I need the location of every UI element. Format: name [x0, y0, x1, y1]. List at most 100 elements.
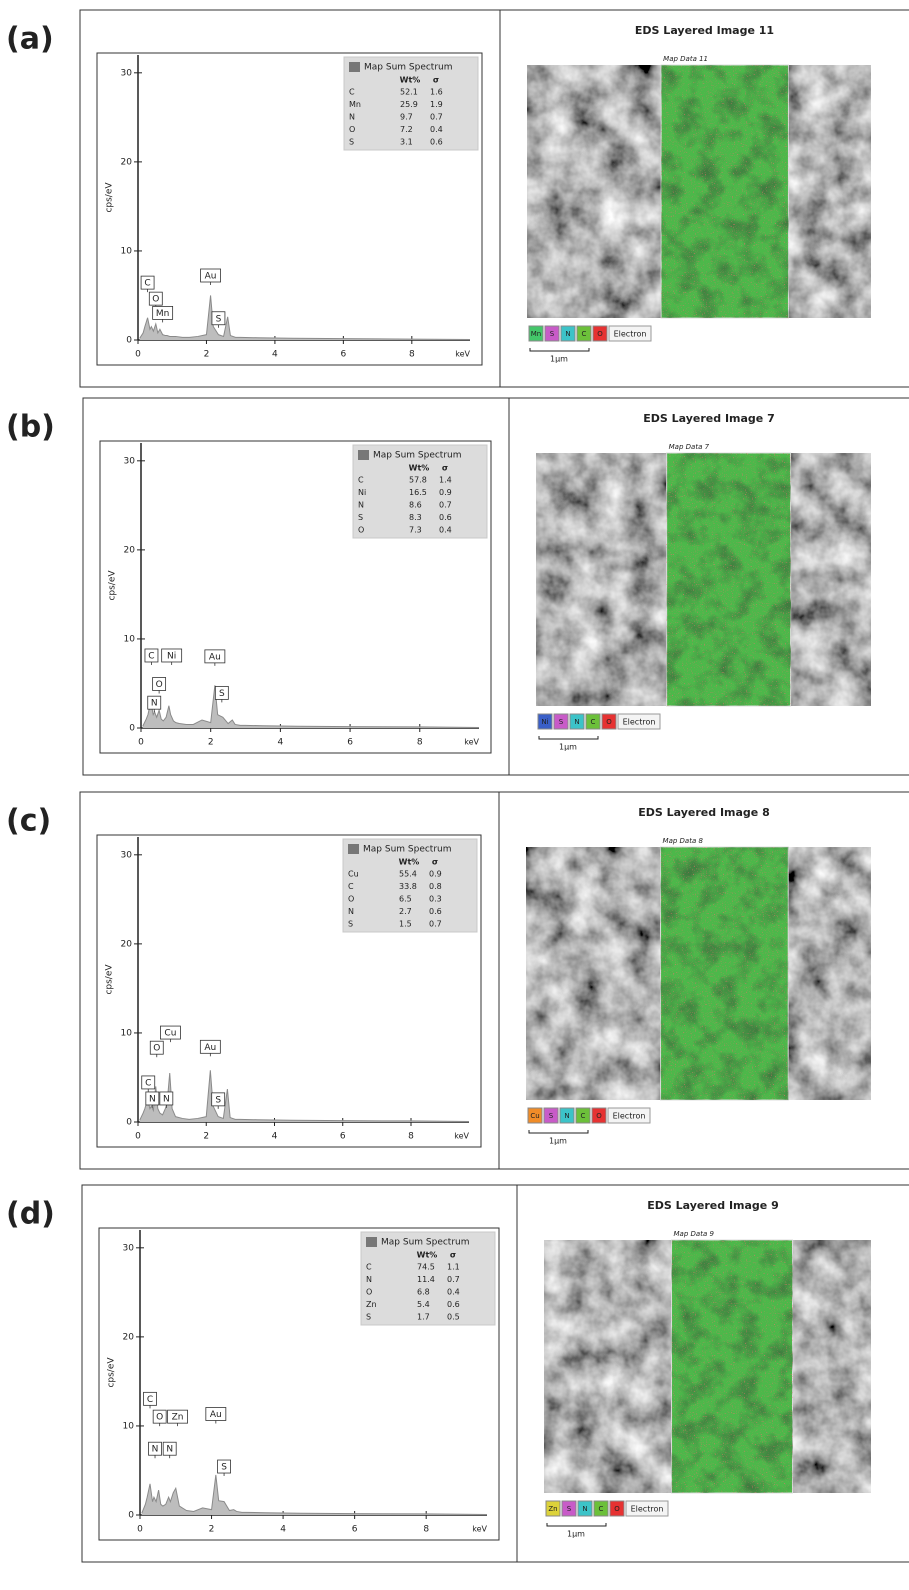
map-strip-speckle	[671, 1240, 793, 1493]
legend-wt: 55.4	[399, 870, 417, 879]
legend-wt: 7.2	[400, 125, 413, 134]
legend-sigma: 1.9	[430, 100, 443, 109]
legend-element: S	[358, 513, 363, 522]
map-strip-speckle	[661, 65, 789, 318]
legend-wt: 6.5	[399, 895, 412, 904]
legend-element: C	[366, 1263, 372, 1272]
element-chip	[543, 1107, 559, 1124]
legend-box	[342, 838, 478, 933]
electron-label: Electron	[614, 330, 647, 339]
peak-label: N	[149, 1094, 156, 1104]
peak-label: C	[147, 1395, 153, 1405]
peak-label: C	[144, 279, 150, 289]
element-chip	[553, 713, 569, 730]
element-chip-label: O	[614, 1505, 620, 1513]
image-title: EDS Layered Image 11	[635, 24, 774, 37]
legend-header: σ	[450, 1251, 456, 1260]
legend-sigma: 0.6	[439, 513, 452, 522]
legend-title: Map Sum Spectrum	[381, 1238, 470, 1248]
panel-frame	[81, 1184, 909, 1563]
peak-label: Au	[204, 1043, 216, 1053]
map-title: Map Data 7	[669, 443, 710, 451]
element-chip	[609, 1500, 625, 1517]
element-chip-label: Ni	[541, 718, 548, 726]
peak-label: O	[153, 1044, 160, 1054]
panel-label: (c)	[6, 804, 51, 839]
legend-element: Mn	[349, 100, 361, 109]
element-chip-label: Zn	[548, 1505, 557, 1513]
spectrum-fill	[139, 1070, 470, 1122]
x-tick-label: 8	[417, 738, 423, 748]
legend-title: Map Sum Spectrum	[373, 451, 462, 461]
legend-sigma: 0.9	[439, 488, 452, 497]
x-tick-label: 4	[280, 1525, 286, 1535]
x-tick-label: 6	[340, 1132, 346, 1142]
peak-label: O	[156, 680, 163, 690]
legend-sigma: 1.4	[439, 476, 452, 485]
element-chip	[601, 713, 617, 730]
legend-wt: 74.5	[417, 1263, 435, 1272]
element-chip	[585, 713, 601, 730]
peak-label: Mn	[156, 309, 169, 319]
element-chip-label: N	[564, 1112, 569, 1120]
scale-label: 1µm	[550, 355, 568, 364]
legend-wt: 9.7	[400, 113, 413, 122]
y-tick-label: 0	[126, 1118, 132, 1128]
x-tick-label: 0	[135, 1132, 141, 1142]
element-chip-label: S	[550, 330, 555, 338]
scale-label: 1µm	[549, 1137, 567, 1146]
legend-element: N	[366, 1275, 372, 1284]
legend-swatch	[349, 62, 360, 72]
legend-wt: 5.4	[417, 1300, 430, 1309]
legend-element: S	[348, 920, 353, 929]
legend-sigma: 0.3	[429, 895, 442, 904]
peak-label: Au	[209, 652, 221, 662]
element-chip-label: Cu	[530, 1112, 539, 1120]
element-chip	[577, 1500, 593, 1517]
panel-label: (b)	[6, 410, 55, 445]
element-chip-label: N	[574, 718, 579, 726]
y-axis-label: cps/eV	[105, 964, 115, 995]
y-tick-label: 0	[128, 1511, 134, 1521]
element-chip-label: O	[606, 718, 612, 726]
legend-header: Wt%	[417, 1251, 438, 1260]
scale-label: 1µm	[559, 743, 577, 752]
panel-label: (d)	[6, 1197, 55, 1232]
peak-label: N	[166, 1445, 173, 1455]
peak-label: Zn	[172, 1413, 184, 1423]
electron-chip	[625, 1500, 669, 1517]
x-tick-label: 8	[423, 1525, 429, 1535]
electron-chip	[607, 1107, 651, 1124]
legend-sigma: 0.7	[430, 113, 443, 122]
legend-header: σ	[433, 76, 439, 85]
legend-header: Wt%	[399, 858, 420, 867]
legend-wt: 11.4	[417, 1275, 435, 1284]
legend-wt: 33.8	[399, 882, 417, 891]
electron-label: Electron	[623, 718, 656, 727]
y-axis-label: cps/eV	[107, 1357, 117, 1388]
spectrum-fill	[141, 1474, 487, 1515]
peak-label: N	[152, 1445, 159, 1455]
legend-element: O	[348, 895, 354, 904]
x-tick-label: 2	[204, 350, 210, 360]
spectrum-line	[139, 295, 471, 341]
legend-element: Zn	[366, 1300, 377, 1309]
x-tick-label: 6	[347, 738, 353, 748]
spectrum-line	[141, 1474, 488, 1516]
legend-header: Wt%	[400, 76, 421, 85]
legend-element: N	[358, 501, 364, 510]
peak-label: S	[216, 314, 222, 324]
x-tick-label: 4	[272, 1132, 278, 1142]
image-title: EDS Layered Image 9	[647, 1199, 779, 1212]
legend-wt: 6.8	[417, 1288, 430, 1297]
peak-label: Au	[210, 1410, 222, 1420]
x-axis-label: keV	[472, 1525, 487, 1534]
element-chip	[528, 325, 544, 342]
x-axis-label: keV	[464, 738, 479, 747]
legend-sigma: 0.4	[439, 526, 452, 535]
spectrum-line	[142, 685, 480, 729]
image-title: EDS Layered Image 8	[638, 806, 770, 819]
legend-element: S	[366, 1313, 371, 1322]
element-chip	[569, 713, 585, 730]
